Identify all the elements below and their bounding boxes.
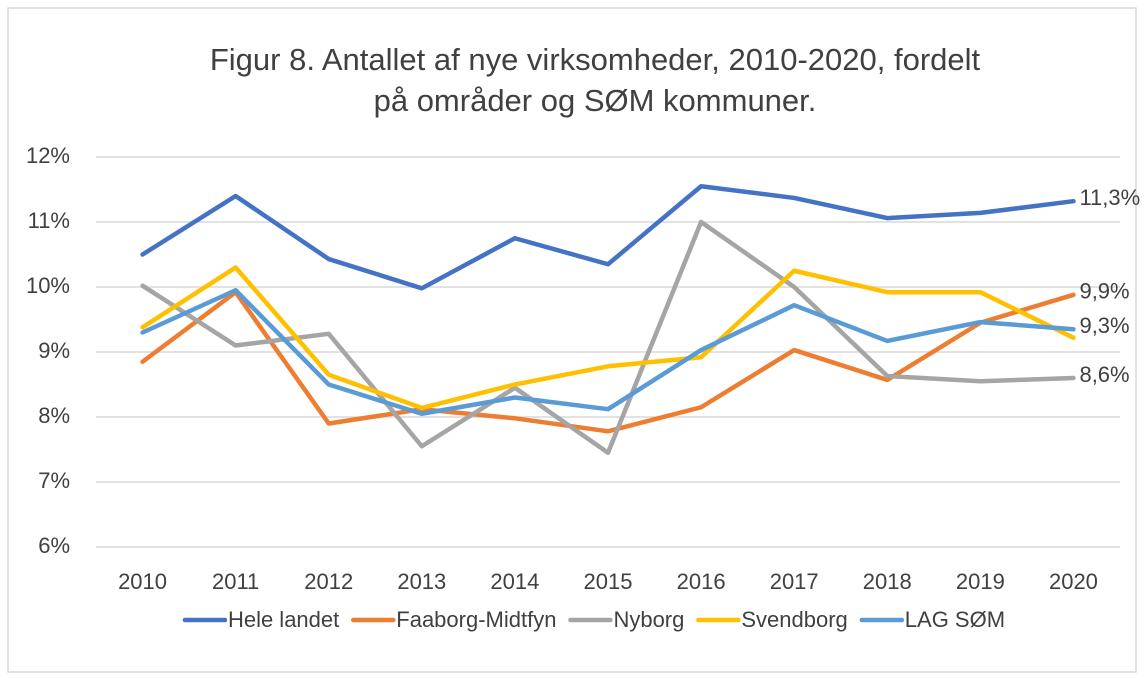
- y-tick-label: 6%: [38, 533, 70, 558]
- series-line: [140, 288, 1076, 416]
- legend-label: Faaborg-Midtfyn: [396, 607, 556, 632]
- legend-label: Hele landet: [228, 607, 339, 632]
- x-tick-label: 2013: [397, 569, 446, 594]
- x-tick-label: 2017: [770, 569, 819, 594]
- x-tick-label: 2014: [490, 569, 539, 594]
- data-label: 9,3%: [1079, 313, 1129, 338]
- y-tick-label: 9%: [38, 338, 70, 363]
- chart-title: på områder og SØM kommuner.: [374, 83, 817, 118]
- x-tick-label: 2016: [677, 569, 726, 594]
- y-tick-label: 10%: [26, 273, 70, 298]
- x-tick-label: 2012: [304, 569, 353, 594]
- y-tick-label: 12%: [26, 143, 70, 168]
- x-tick-label: 2011: [212, 569, 259, 594]
- series-line: [140, 289, 1076, 434]
- data-label: 11,3%: [1079, 185, 1140, 210]
- y-tick-label: 7%: [38, 468, 70, 493]
- legend-label: Nyborg: [613, 607, 684, 632]
- chart-title: Figur 8. Antallet af nye virksomheder, 2…: [210, 42, 981, 77]
- data-label: 8,6%: [1079, 362, 1129, 387]
- legend-label: Svendborg: [741, 607, 847, 632]
- y-tick-label: 8%: [38, 403, 70, 428]
- x-tick-label: 2015: [584, 569, 633, 594]
- x-tick-label: 2020: [1049, 569, 1098, 594]
- series-line: [140, 184, 1076, 291]
- y-tick-label: 11%: [28, 208, 70, 233]
- legend-label: LAG SØM: [905, 607, 1005, 632]
- x-tick-label: 2018: [863, 569, 912, 594]
- data-label: 9,9%: [1079, 279, 1129, 304]
- x-tick-label: 2019: [956, 569, 1005, 594]
- series-line: [140, 265, 1076, 411]
- x-tick-label: 2010: [118, 569, 167, 594]
